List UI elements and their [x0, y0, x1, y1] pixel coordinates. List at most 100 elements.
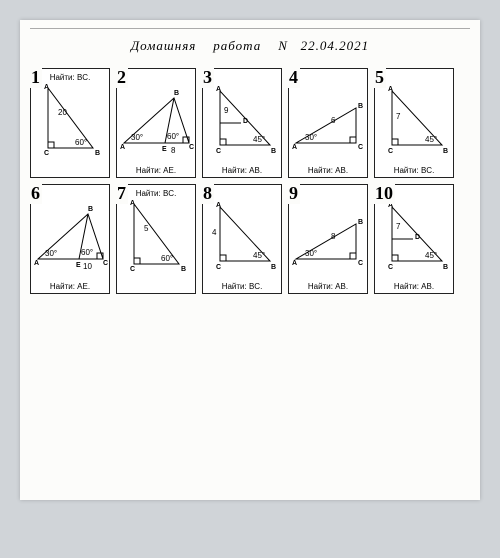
svg-text:30°: 30° [45, 249, 57, 258]
problem-number: 3 [201, 67, 214, 88]
triangle-diagram: A C B 20 60° [33, 83, 109, 159]
rule-line [30, 28, 470, 29]
svg-text:B: B [174, 90, 179, 97]
svg-text:D: D [415, 234, 420, 241]
problem-cell: 4 A B C 30° 6 Найти: AB. [288, 68, 368, 178]
triangle-diagram: A C B D 9 45° [205, 83, 281, 159]
problem-number: 10 [373, 183, 395, 204]
worksheet-paper: Домашняя работа N 22.04.2021 1 Найти: BC… [20, 20, 480, 500]
svg-text:4: 4 [212, 228, 217, 237]
svg-text:60°: 60° [75, 138, 87, 147]
svg-text:9: 9 [224, 106, 229, 115]
svg-text:B: B [443, 264, 448, 271]
problem-number: 4 [287, 67, 300, 88]
problem-cell: 8 A C B 4 45° Найти: BC. [202, 184, 282, 294]
svg-text:A: A [216, 86, 221, 93]
find-label: Найти: BC. [117, 189, 195, 198]
problem-number: 8 [201, 183, 214, 204]
find-label: Найти: AB. [289, 166, 367, 175]
header-word-2: работа [213, 38, 261, 53]
svg-text:B: B [95, 150, 100, 157]
find-label: Найти: AE. [31, 282, 109, 291]
svg-text:5: 5 [144, 224, 149, 233]
triangle-diagram: A C B 4 45° [205, 199, 281, 275]
triangle-diagram: A E C B 30° 60° 10 [33, 199, 109, 275]
find-label: Найти: BC. [31, 73, 109, 82]
svg-text:8: 8 [331, 232, 336, 241]
svg-text:45°: 45° [425, 135, 437, 144]
svg-text:A: A [216, 202, 221, 209]
triangle-diagram: A B C 30° 6 [291, 83, 367, 159]
svg-text:C: C [388, 148, 393, 155]
problem-cell: 6 A E C B 30° 60° 10 Найти: AE. [30, 184, 110, 294]
svg-text:30°: 30° [131, 133, 143, 142]
svg-text:B: B [358, 103, 363, 110]
triangle-diagram: A C B 5 60° [119, 199, 195, 275]
problem-cell: 5 ACB 7 45° Найти: BC. [374, 68, 454, 178]
problem-number: 2 [115, 67, 128, 88]
header-word-1: Домашняя [131, 38, 196, 53]
problem-grid: 1 Найти: BC. A C B 20 60° 2 A E C B [30, 68, 470, 294]
find-label: Найти: AB. [375, 282, 453, 291]
svg-text:B: B [271, 148, 276, 155]
problem-number: 9 [287, 183, 300, 204]
problem-cell: 7 Найти: BC. A C B 5 60° [116, 184, 196, 294]
svg-text:D: D [243, 118, 248, 125]
svg-text:E: E [76, 262, 81, 269]
svg-text:20: 20 [58, 108, 67, 117]
svg-text:B: B [88, 206, 93, 213]
svg-text:C: C [358, 144, 363, 151]
svg-text:C: C [189, 144, 194, 151]
svg-text:E: E [162, 146, 167, 153]
svg-text:7: 7 [396, 222, 401, 231]
svg-text:A: A [34, 260, 39, 267]
svg-text:6: 6 [331, 116, 336, 125]
svg-text:60°: 60° [81, 248, 93, 257]
svg-text:B: B [181, 266, 186, 273]
problem-number: 5 [373, 67, 386, 88]
svg-text:A: A [130, 200, 135, 207]
svg-text:45°: 45° [253, 135, 265, 144]
triangle-diagram: ACBD 7 45° [377, 199, 453, 275]
problem-cell: 1 Найти: BC. A C B 20 60° [30, 68, 110, 178]
triangle-diagram: A B C 30° 8 [291, 199, 367, 275]
svg-text:C: C [103, 260, 108, 267]
stage: Домашняя работа N 22.04.2021 1 Найти: BC… [0, 0, 500, 558]
problem-cell: 2 AECB 30° 60° 8 Найти: AE. [116, 68, 196, 178]
svg-text:60°: 60° [161, 254, 173, 263]
svg-text:30°: 30° [305, 133, 317, 142]
find-label: Найти: BC. [375, 166, 453, 175]
problem-cell: 10 ACBD 7 45° Найти: AB. [374, 184, 454, 294]
svg-text:60°: 60° [167, 132, 179, 141]
svg-text:C: C [130, 266, 135, 273]
svg-text:C: C [358, 260, 363, 267]
problem-number: 1 [29, 67, 42, 88]
find-label: Найти: AB. [203, 166, 281, 175]
svg-text:45°: 45° [253, 251, 265, 260]
problem-cell: 3 A C B D 9 45° Найти: AB. [202, 68, 282, 178]
svg-text:C: C [44, 150, 49, 157]
svg-text:C: C [216, 264, 221, 271]
problem-number: 6 [29, 183, 42, 204]
find-label: Найти: BC. [203, 282, 281, 291]
svg-text:B: B [358, 219, 363, 226]
svg-text:A: A [388, 86, 393, 93]
svg-text:A: A [44, 84, 49, 91]
svg-text:A: A [120, 144, 125, 151]
svg-text:10: 10 [83, 262, 92, 271]
triangle-diagram: ACB 7 45° [377, 83, 453, 159]
problem-cell: 9 A B C 30° 8 Найти: AB. [288, 184, 368, 294]
svg-text:45°: 45° [425, 251, 437, 260]
svg-text:B: B [271, 264, 276, 271]
problem-number: 7 [115, 183, 128, 204]
svg-text:8: 8 [171, 146, 176, 155]
svg-text:C: C [216, 148, 221, 155]
page-title: Домашняя работа N 22.04.2021 [30, 38, 470, 54]
header-date: 22.04.2021 [301, 38, 370, 53]
svg-text:A: A [292, 144, 297, 151]
svg-text:30°: 30° [305, 249, 317, 258]
find-label: Найти: AB. [289, 282, 367, 291]
header-n: N [278, 38, 288, 53]
svg-text:A: A [292, 260, 297, 267]
svg-text:7: 7 [396, 112, 401, 121]
